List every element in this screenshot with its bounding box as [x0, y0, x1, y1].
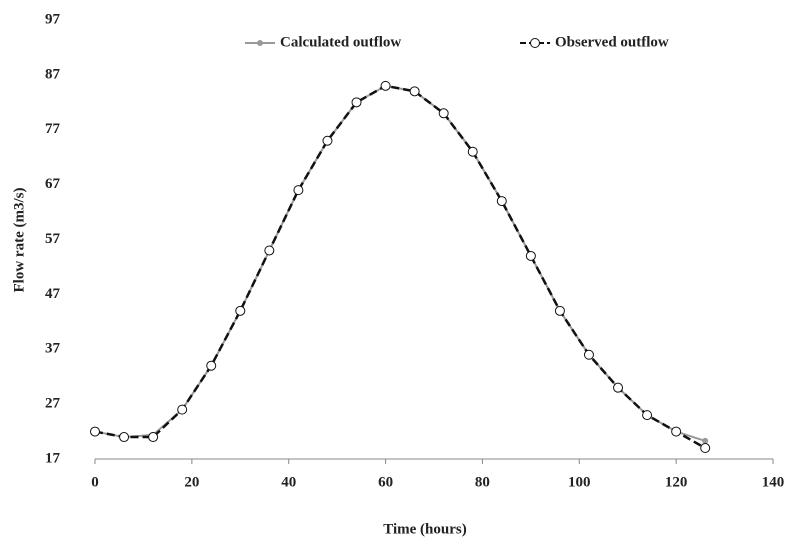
legend-label: Observed outflow — [555, 34, 669, 50]
y-tick-label: 57 — [45, 231, 61, 247]
point — [700, 443, 711, 454]
legend-marker — [530, 38, 540, 48]
point — [613, 382, 624, 393]
point — [351, 97, 362, 108]
point — [293, 185, 304, 196]
point — [380, 80, 391, 91]
point — [119, 432, 130, 443]
point — [90, 426, 100, 437]
point — [702, 437, 709, 444]
point — [409, 86, 420, 97]
x-tick-label: 0 — [91, 474, 99, 490]
y-tick-label: 27 — [45, 396, 61, 412]
y-axis-label: Flow rate (m3/s) — [11, 188, 27, 293]
x-tick-label: 100 — [568, 474, 591, 490]
x-axis-label: Time (hours) — [383, 521, 466, 537]
x-tick-label: 40 — [281, 474, 296, 490]
point — [322, 135, 333, 146]
y-tick-label: 77 — [45, 121, 61, 137]
y-tick-label: 37 — [45, 341, 61, 357]
point — [206, 360, 217, 371]
point — [642, 410, 653, 421]
legend-marker — [257, 40, 263, 46]
y-tick-label: 47 — [45, 286, 61, 302]
x-tick-label: 20 — [184, 474, 199, 490]
x-tick-label: 80 — [475, 474, 490, 490]
point — [496, 196, 507, 207]
y-tick-label: 97 — [45, 11, 61, 27]
point — [583, 349, 594, 360]
x-tick-label: 120 — [665, 474, 688, 490]
x-tick-label: 140 — [762, 474, 785, 490]
y-tick-label: 17 — [45, 450, 61, 466]
point — [264, 245, 275, 256]
legend-label: Calculated outflow — [280, 34, 401, 50]
point — [467, 146, 478, 157]
point — [148, 432, 159, 443]
y-tick-label: 87 — [45, 66, 61, 82]
point — [235, 305, 246, 316]
y-tick-label: 67 — [45, 176, 61, 192]
point — [525, 250, 536, 261]
point — [554, 305, 565, 316]
x-tick-label: 60 — [378, 474, 393, 490]
point — [671, 426, 682, 437]
series-line — [94, 84, 706, 450]
point — [438, 108, 449, 119]
point — [177, 404, 188, 415]
